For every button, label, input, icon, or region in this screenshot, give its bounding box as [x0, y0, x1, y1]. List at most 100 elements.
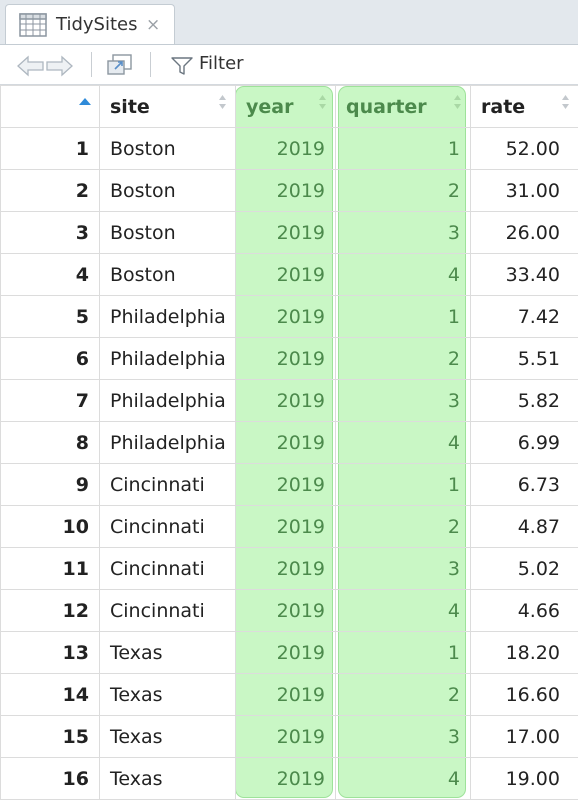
- year-cell[interactable]: 2019: [235, 337, 336, 380]
- quarter-cell[interactable]: 3: [335, 715, 471, 758]
- rate-cell[interactable]: 5.51: [470, 337, 578, 380]
- quarter-cell[interactable]: 3: [335, 211, 471, 254]
- quarter-cell[interactable]: 1: [335, 463, 471, 506]
- site-cell[interactable]: Cincinnati: [99, 463, 236, 506]
- row-index-cell[interactable]: 13: [0, 631, 100, 674]
- table-row[interactable]: 1 Boston 2019 1 52.00: [0, 127, 578, 170]
- table-row[interactable]: 9 Cincinnati 2019 1 6.73: [0, 463, 578, 506]
- year-cell[interactable]: 2019: [235, 295, 336, 338]
- year-cell[interactable]: 2019: [235, 715, 336, 758]
- table-row[interactable]: 15 Texas 2019 3 17.00: [0, 715, 578, 758]
- year-cell[interactable]: 2019: [235, 631, 336, 674]
- site-cell[interactable]: Boston: [99, 211, 236, 254]
- table-row[interactable]: 11 Cincinnati 2019 3 5.02: [0, 547, 578, 590]
- row-index-cell[interactable]: 16: [0, 757, 100, 800]
- row-index-cell[interactable]: 9: [0, 463, 100, 506]
- year-cell[interactable]: 2019: [235, 589, 336, 632]
- rate-cell[interactable]: 52.00: [470, 127, 578, 170]
- table-row[interactable]: 8 Philadelphia 2019 4 6.99: [0, 421, 578, 464]
- year-cell[interactable]: 2019: [235, 127, 336, 170]
- header-site[interactable]: site: [99, 85, 236, 128]
- row-index-cell[interactable]: 2: [0, 169, 100, 212]
- year-cell[interactable]: 2019: [235, 169, 336, 212]
- close-icon[interactable]: ×: [146, 15, 161, 35]
- rate-cell[interactable]: 33.40: [470, 253, 578, 296]
- row-index-cell[interactable]: 3: [0, 211, 100, 254]
- year-cell[interactable]: 2019: [235, 463, 336, 506]
- year-cell[interactable]: 2019: [235, 379, 336, 422]
- header-index[interactable]: [0, 85, 100, 128]
- table-row[interactable]: 10 Cincinnati 2019 2 4.87: [0, 505, 578, 548]
- site-cell[interactable]: Philadelphia: [99, 295, 236, 338]
- header-quarter[interactable]: quarter: [335, 85, 471, 128]
- quarter-cell[interactable]: 1: [335, 631, 471, 674]
- table-row[interactable]: 13 Texas 2019 1 18.20: [0, 631, 578, 674]
- site-cell[interactable]: Boston: [99, 127, 236, 170]
- row-index-cell[interactable]: 10: [0, 505, 100, 548]
- year-cell[interactable]: 2019: [235, 757, 336, 800]
- site-cell[interactable]: Texas: [99, 673, 236, 716]
- site-cell[interactable]: Philadelphia: [99, 421, 236, 464]
- row-index-cell[interactable]: 12: [0, 589, 100, 632]
- year-cell[interactable]: 2019: [235, 421, 336, 464]
- tab-tidysites[interactable]: TidySites ×: [5, 4, 175, 45]
- rate-cell[interactable]: 6.99: [470, 421, 578, 464]
- table-row[interactable]: 14 Texas 2019 2 16.60: [0, 673, 578, 716]
- table-row[interactable]: 7 Philadelphia 2019 3 5.82: [0, 379, 578, 422]
- year-cell[interactable]: 2019: [235, 673, 336, 716]
- rate-cell[interactable]: 6.73: [470, 463, 578, 506]
- table-row[interactable]: 3 Boston 2019 3 26.00: [0, 211, 578, 254]
- row-index-cell[interactable]: 4: [0, 253, 100, 296]
- year-cell[interactable]: 2019: [235, 547, 336, 590]
- site-cell[interactable]: Boston: [99, 253, 236, 296]
- table-row[interactable]: 6 Philadelphia 2019 2 5.51: [0, 337, 578, 380]
- rate-cell[interactable]: 5.02: [470, 547, 578, 590]
- quarter-cell[interactable]: 4: [335, 589, 471, 632]
- table-row[interactable]: 16 Texas 2019 4 19.00: [0, 757, 578, 800]
- site-cell[interactable]: Boston: [99, 169, 236, 212]
- row-index-cell[interactable]: 15: [0, 715, 100, 758]
- header-rate[interactable]: rate: [470, 85, 578, 128]
- quarter-cell[interactable]: 2: [335, 673, 471, 716]
- rate-cell[interactable]: 31.00: [470, 169, 578, 212]
- quarter-cell[interactable]: 2: [335, 337, 471, 380]
- quarter-cell[interactable]: 4: [335, 421, 471, 464]
- year-cell[interactable]: 2019: [235, 211, 336, 254]
- table-row[interactable]: 2 Boston 2019 2 31.00: [0, 169, 578, 212]
- back-arrow-icon[interactable]: [16, 55, 46, 77]
- forward-arrow-icon[interactable]: [44, 55, 74, 77]
- table-row[interactable]: 12 Cincinnati 2019 4 4.66: [0, 589, 578, 632]
- rate-cell[interactable]: 19.00: [470, 757, 578, 800]
- row-index-cell[interactable]: 11: [0, 547, 100, 590]
- row-index-cell[interactable]: 14: [0, 673, 100, 716]
- site-cell[interactable]: Cincinnati: [99, 505, 236, 548]
- rate-cell[interactable]: 18.20: [470, 631, 578, 674]
- rate-cell[interactable]: 16.60: [470, 673, 578, 716]
- site-cell[interactable]: Texas: [99, 757, 236, 800]
- site-cell[interactable]: Texas: [99, 631, 236, 674]
- rate-cell[interactable]: 5.82: [470, 379, 578, 422]
- year-cell[interactable]: 2019: [235, 253, 336, 296]
- site-cell[interactable]: Cincinnati: [99, 589, 236, 632]
- quarter-cell[interactable]: 2: [335, 505, 471, 548]
- rate-cell[interactable]: 17.00: [470, 715, 578, 758]
- quarter-cell[interactable]: 1: [335, 295, 471, 338]
- filter-button-label[interactable]: Filter: [199, 53, 244, 74]
- table-row[interactable]: 4 Boston 2019 4 33.40: [0, 253, 578, 296]
- quarter-cell[interactable]: 3: [335, 547, 471, 590]
- site-cell[interactable]: Texas: [99, 715, 236, 758]
- year-cell[interactable]: 2019: [235, 505, 336, 548]
- sort-ascending-icon[interactable]: [79, 98, 91, 105]
- header-year[interactable]: year: [235, 85, 336, 128]
- row-index-cell[interactable]: 8: [0, 421, 100, 464]
- quarter-cell[interactable]: 1: [335, 127, 471, 170]
- site-cell[interactable]: Philadelphia: [99, 337, 236, 380]
- popout-icon[interactable]: [106, 53, 134, 77]
- rate-cell[interactable]: 7.42: [470, 295, 578, 338]
- quarter-cell[interactable]: 2: [335, 169, 471, 212]
- sort-icon[interactable]: [318, 93, 327, 111]
- site-cell[interactable]: Cincinnati: [99, 547, 236, 590]
- row-index-cell[interactable]: 6: [0, 337, 100, 380]
- rate-cell[interactable]: 4.66: [470, 589, 578, 632]
- site-cell[interactable]: Philadelphia: [99, 379, 236, 422]
